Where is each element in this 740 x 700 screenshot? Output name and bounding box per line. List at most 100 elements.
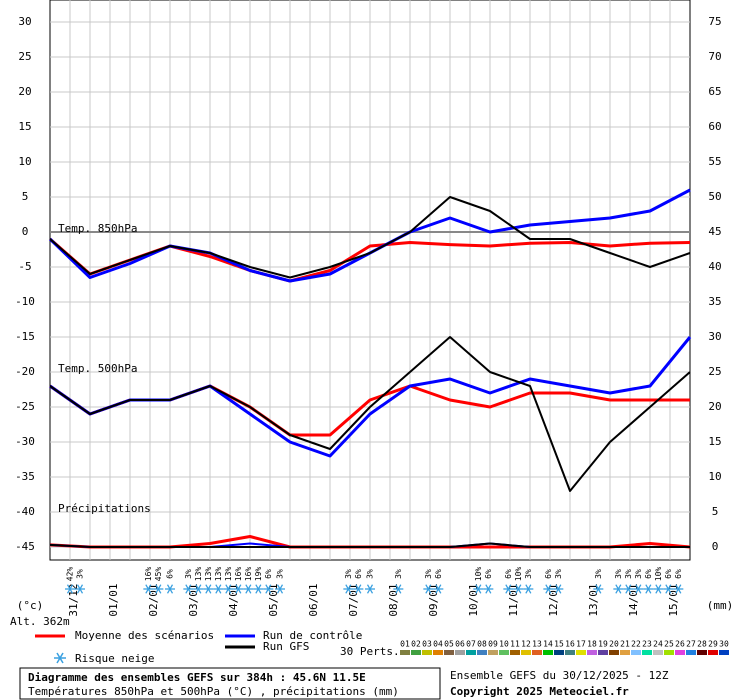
pert-swatch <box>620 650 630 655</box>
snow-risk-label: 6% <box>354 569 363 579</box>
snow-risk-label: 3% <box>276 569 285 579</box>
snow-risk-label: 10% <box>654 567 663 582</box>
snow-icon <box>653 584 664 594</box>
y-tick-label: -40 <box>15 505 35 518</box>
snow-risk-label: 3% <box>614 569 623 579</box>
snow-icon <box>393 584 404 594</box>
y2-tick-label: 30 <box>708 330 721 343</box>
y-tick-label: 15 <box>18 120 31 133</box>
x-tick-label: 06/01 <box>307 583 320 616</box>
snow-risk-label: 6% <box>504 569 513 579</box>
pert-number: 09 <box>488 640 498 649</box>
pert-number: 16 <box>565 640 575 649</box>
pert-number: 30 <box>719 640 729 649</box>
snow-risk-label: 6% <box>434 569 443 579</box>
snow-icon <box>65 584 75 594</box>
snow-icon <box>623 584 634 594</box>
snow-risk-label: 3% <box>344 569 353 579</box>
snow-stroke <box>355 584 362 594</box>
snow-icon <box>633 584 644 594</box>
y-tick-label: -25 <box>15 400 35 413</box>
y2-tick-label: 45 <box>708 225 721 238</box>
snow-stroke <box>195 584 202 594</box>
snow-stroke <box>245 584 252 594</box>
pert-number: 22 <box>631 640 641 649</box>
snow-icon <box>423 584 434 594</box>
snow-icon <box>553 584 564 594</box>
legend-label: Moyenne des scénarios <box>75 629 214 642</box>
y2-tick-label: 35 <box>708 295 721 308</box>
pert-number: 28 <box>697 640 707 649</box>
pert-swatch <box>477 650 487 655</box>
y2-tick-label: 5 <box>712 505 719 518</box>
y2-tick-label: 10 <box>708 470 721 483</box>
snow-risk-label: 3% <box>634 569 643 579</box>
y2-tick-label: 55 <box>708 155 721 168</box>
snow-icon <box>203 584 214 594</box>
pert-swatch <box>653 650 663 655</box>
pert-number: 08 <box>477 640 487 649</box>
pert-swatch <box>686 650 696 655</box>
snow-risk-label: 3% <box>366 569 375 579</box>
pert-number: 10 <box>499 640 509 649</box>
pert-number: 03 <box>422 640 432 649</box>
snow-risk-label: 16% <box>244 567 253 582</box>
snow-icon <box>543 584 554 594</box>
snow-icon <box>473 584 484 594</box>
pert-number: 04 <box>433 640 443 649</box>
pert-swatch <box>543 650 553 655</box>
snow-stroke <box>425 584 432 594</box>
snow-risk-label: 13% <box>224 567 233 582</box>
snow-stroke <box>595 584 602 594</box>
snow-icon <box>663 584 674 594</box>
snow-stroke <box>225 584 232 594</box>
y-tick-label: 0 <box>22 225 29 238</box>
pert-swatch <box>411 650 421 655</box>
y-tick-label: 25 <box>18 50 31 63</box>
snow-icon <box>275 584 285 594</box>
snow-risk-label: 42% <box>66 567 75 582</box>
pert-swatch <box>422 650 432 655</box>
pert-swatch <box>521 650 531 655</box>
snow-stroke <box>215 584 222 594</box>
y-tick-label: 10 <box>18 155 31 168</box>
pert-swatch <box>675 650 685 655</box>
snow-icon <box>365 584 375 594</box>
y-tick-label: -15 <box>15 330 35 343</box>
snow-risk-label: 6% <box>544 569 553 579</box>
snow-stroke <box>166 584 174 594</box>
snow-icon <box>143 584 154 594</box>
pert-swatch <box>565 650 575 655</box>
snow-stroke <box>395 584 402 594</box>
snow-stroke <box>235 584 242 594</box>
snow-icon <box>193 584 204 594</box>
y-axis-label: (°c) <box>17 599 44 612</box>
pert-number: 11 <box>510 640 520 649</box>
snow-stroke <box>276 584 284 594</box>
snow-icon <box>165 584 175 594</box>
snow-risk-label: 3% <box>554 569 563 579</box>
y-tick-label: -45 <box>15 540 35 553</box>
y2-tick-label: 25 <box>708 365 721 378</box>
pert-number: 24 <box>653 640 663 649</box>
snow-stroke <box>615 584 622 594</box>
y-tick-label: -35 <box>15 470 35 483</box>
y-tick-label: -30 <box>15 435 35 448</box>
pert-swatch <box>488 650 498 655</box>
snow-risk-label: 13% <box>204 567 213 582</box>
y2-tick-label: 75 <box>708 15 721 28</box>
snow-risk-label: 10% <box>474 567 483 582</box>
snow-stroke <box>635 584 642 594</box>
panel-label: Précipitations <box>58 502 151 515</box>
snow-risk-label: 3% <box>184 569 193 579</box>
pert-number: 26 <box>675 640 685 649</box>
pert-number: 07 <box>466 640 476 649</box>
snow-stroke <box>555 584 562 594</box>
snow-icon <box>243 584 254 594</box>
snow-stroke <box>205 584 212 594</box>
snow-stroke <box>366 584 374 594</box>
pert-swatch <box>455 650 465 655</box>
snow-stroke <box>185 584 192 594</box>
snow-icon <box>513 584 524 594</box>
footer-title: Diagramme des ensembles GEFS sur 384h : … <box>28 671 366 684</box>
